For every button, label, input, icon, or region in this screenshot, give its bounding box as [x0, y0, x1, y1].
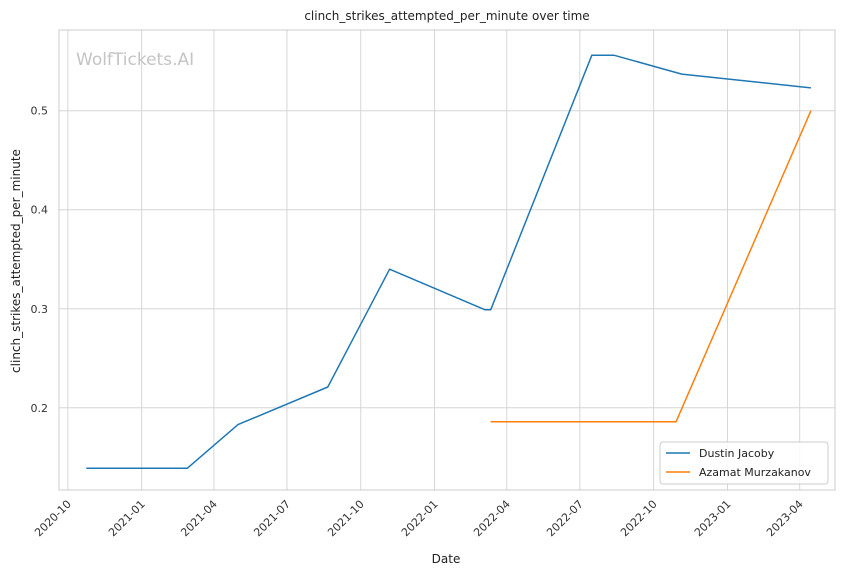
x-tick-label: 2021-04: [178, 498, 220, 540]
chart-title: clinch_strikes_attempted_per_minute over…: [304, 9, 589, 23]
x-tick-label: 2021-01: [106, 498, 148, 540]
x-tick-label: 2022-01: [399, 498, 441, 540]
series-line-azamat-murzakanov: [490, 110, 812, 423]
y-tick-label: 0.2: [31, 402, 49, 415]
y-tick-labels: 0.2 0.3 0.4 0.5: [31, 105, 49, 415]
watermark: WolfTickets.AI: [76, 50, 194, 70]
series-lines: [86, 54, 812, 469]
y-tick-label: 0.5: [31, 105, 49, 118]
x-tick-label: 2021-07: [251, 498, 293, 540]
y-axis-title: clinch_strikes_attempted_per_minute: [9, 149, 23, 373]
x-tick-labels: 2020-10 2021-01 2021-04 2021-07 2021-10 2022-…: [32, 498, 806, 540]
x-tick-label: 2020-10: [32, 498, 74, 540]
plot-frame: [58, 29, 836, 491]
x-tick-label: 2021-10: [325, 498, 367, 540]
series-line-dustin-jacoby: [86, 54, 811, 469]
legend-label: Dustin Jacoby: [699, 447, 775, 460]
legend-label: Azamat Murzakanov: [699, 466, 811, 479]
x-axis-title: Date: [432, 552, 461, 566]
x-tick-label: 2022-04: [471, 498, 513, 540]
legend-box: [659, 441, 829, 485]
x-tick-label: 2023-04: [764, 498, 806, 540]
y-tick-label: 0.3: [31, 303, 49, 316]
x-tick-label: 2022-07: [544, 498, 586, 540]
y-tick-label: 0.4: [31, 204, 49, 217]
legend: Dustin Jacoby Azamat Murzakanov: [659, 441, 829, 485]
x-tick-label: 2022-10: [618, 498, 660, 540]
grid: [59, 30, 835, 490]
x-tick-label: 2023-01: [692, 498, 734, 540]
